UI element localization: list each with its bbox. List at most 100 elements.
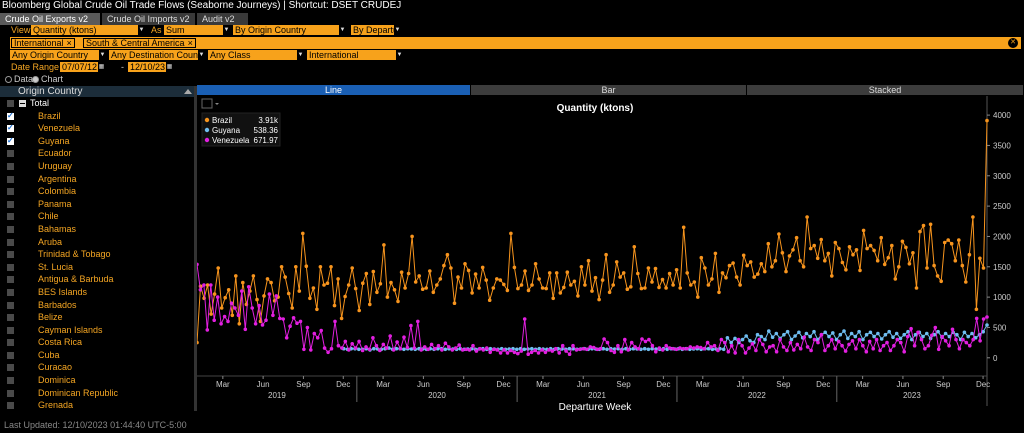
data-point-guyana <box>402 347 406 352</box>
checkbox-checked-icon[interactable] <box>7 135 14 147</box>
checkbox-icon[interactable] <box>7 301 14 309</box>
data-point-venezuela <box>229 301 234 305</box>
tab-line[interactable]: Line <box>197 85 471 95</box>
checkbox-icon[interactable] <box>7 188 14 196</box>
sidebar-scrollbar[interactable] <box>194 86 197 411</box>
view-select[interactable]: Quantity (ktons) ▼ <box>31 25 145 35</box>
data-point-brazil <box>551 296 555 301</box>
list-item-dominica[interactable]: Dominica <box>0 374 194 387</box>
list-item-belize[interactable]: Belize <box>0 311 194 324</box>
list-item-aruba[interactable]: Aruba <box>0 236 194 249</box>
calendar-icon[interactable]: ▦ <box>166 62 173 72</box>
data-point-venezuela <box>471 343 475 348</box>
list-item-total[interactable]: Total <box>0 97 194 110</box>
checkbox-icon[interactable] <box>7 377 14 385</box>
collapse-icon[interactable] <box>19 100 26 107</box>
data-point-venezuela <box>736 337 741 342</box>
list-item-panama[interactable]: Panama <box>0 198 194 211</box>
class-select[interactable]: Any Class ▼ <box>208 50 304 60</box>
checkbox-icon[interactable] <box>7 213 14 221</box>
data-point-venezuela <box>947 343 951 348</box>
group-by-select[interactable]: By Origin Country ▼ <box>233 25 346 35</box>
remove-chip-icon[interactable]: × <box>66 38 72 48</box>
list-item-uruguay[interactable]: Uruguay <box>0 160 194 173</box>
list-item-cuba[interactable]: Cuba <box>0 349 194 362</box>
data-point-venezuela <box>195 262 199 267</box>
checkbox-icon[interactable] <box>7 402 14 410</box>
list-item-trinidad-tobago[interactable]: Trinidad & Tobago <box>0 248 194 261</box>
list-item-barbados[interactable]: Barbados <box>0 299 194 312</box>
list-item-venezuela[interactable]: Venezuela <box>0 122 194 135</box>
date-to-input[interactable]: 12/10/23 ▦ <box>128 62 173 72</box>
tab-crude-oil-exports[interactable]: Crude Oil Exports v2 <box>0 13 101 25</box>
data-point-brazil <box>547 271 552 275</box>
checkbox-icon[interactable] <box>7 263 14 271</box>
data-point-brazil <box>406 271 411 276</box>
tab-bar[interactable]: Bar <box>471 85 747 95</box>
checkbox-icon[interactable] <box>7 288 14 296</box>
list-item-dominican-republic[interactable]: Dominican Republic <box>0 387 194 400</box>
calendar-icon[interactable]: ▦ <box>98 62 105 72</box>
remove-chip-icon[interactable]: × <box>187 38 193 48</box>
list-item-curacao[interactable]: Curacao <box>0 361 194 374</box>
list-item-bes-islands[interactable]: BES Islands <box>0 286 194 299</box>
list-item-cayman-islands[interactable]: Cayman Islands <box>0 324 194 337</box>
list-item-chile[interactable]: Chile <box>0 210 194 223</box>
data-point-venezuela <box>464 347 468 352</box>
checkbox-icon[interactable] <box>7 276 14 284</box>
checkbox-icon[interactable] <box>7 150 14 158</box>
list-item-st-lucia[interactable]: St. Lucia <box>0 261 194 274</box>
date-from-input[interactable]: 07/07/12 ▦ <box>60 62 105 72</box>
checkbox-icon[interactable] <box>7 326 14 334</box>
filter-chip-international[interactable]: International × <box>11 38 75 48</box>
checkbox-checked-icon[interactable] <box>7 110 14 122</box>
list-item-antigua-barbuda[interactable]: Antigua & Barbuda <box>0 273 194 286</box>
tab-crude-oil-imports[interactable]: Crude Oil Imports v2 <box>102 13 196 25</box>
date-from-value: 07/07/12 <box>62 62 98 72</box>
clear-filters-icon[interactable]: ✕ <box>1008 38 1018 48</box>
checkbox-icon[interactable] <box>7 162 14 170</box>
checkbox-icon[interactable] <box>7 225 14 233</box>
aggregation-select[interactable]: Sum ▼ <box>164 25 230 35</box>
legend-marker-brazil <box>204 117 210 123</box>
list-item-guyana[interactable]: Guyana <box>0 135 194 147</box>
time-grouping-select[interactable]: By Departur ▼ <box>351 25 401 35</box>
list-item-argentina[interactable]: Argentina <box>0 173 194 186</box>
list-item-costa-rica[interactable]: Costa Rica <box>0 336 194 349</box>
list-item-ecuador[interactable]: Ecuador <box>0 147 194 160</box>
checkbox-icon[interactable] <box>7 200 14 208</box>
mode-chart-option[interactable]: Chart <box>32 74 63 85</box>
tab-bar: Crude Oil Exports v2 Crude Oil Imports v… <box>0 12 1024 25</box>
filter-bar[interactable]: International × South & Central America × … <box>10 37 1021 49</box>
scroll-up-icon[interactable] <box>184 89 192 94</box>
checkbox-icon[interactable] <box>7 238 14 246</box>
data-point-guyana <box>902 332 906 337</box>
checkbox-icon[interactable] <box>7 389 14 397</box>
list-item-grenada[interactable]: Grenada <box>0 399 194 411</box>
list-item-bahamas[interactable]: Bahamas <box>0 223 194 236</box>
checkbox-icon[interactable] <box>7 314 14 322</box>
group-by-select-value: By Origin Country <box>235 25 307 35</box>
checkbox-icon[interactable] <box>7 339 14 347</box>
destination-country-select[interactable]: Any Destination Coun ▼ <box>109 50 205 60</box>
checkbox-icon[interactable] <box>7 351 14 359</box>
data-point-guyana <box>774 331 779 336</box>
checkbox-icon[interactable] <box>7 100 14 107</box>
scope-select[interactable]: International ▼ <box>307 50 403 60</box>
data-point-venezuela <box>319 328 323 333</box>
tab-audit[interactable]: Audit v2 <box>197 13 249 25</box>
data-point-venezuela <box>974 316 979 321</box>
checkbox-icon[interactable] <box>7 251 14 259</box>
list-item-brazil[interactable]: Brazil <box>0 110 194 122</box>
checkbox-icon[interactable] <box>7 364 14 372</box>
data-point-venezuela <box>616 343 620 348</box>
tab-stacked[interactable]: Stacked <box>747 85 1024 95</box>
list-item-colombia[interactable]: Colombia <box>0 185 194 198</box>
checkbox-icon[interactable] <box>7 175 14 183</box>
origin-country-select[interactable]: Any Origin Country ▼ <box>10 50 106 60</box>
filter-chip-south-central-america[interactable]: South & Central America × <box>83 38 196 48</box>
checkbox-checked-icon[interactable] <box>7 122 14 135</box>
data-point-venezuela <box>405 345 410 350</box>
mode-data-option[interactable]: Data <box>5 74 33 85</box>
data-point-brazil <box>413 280 418 284</box>
